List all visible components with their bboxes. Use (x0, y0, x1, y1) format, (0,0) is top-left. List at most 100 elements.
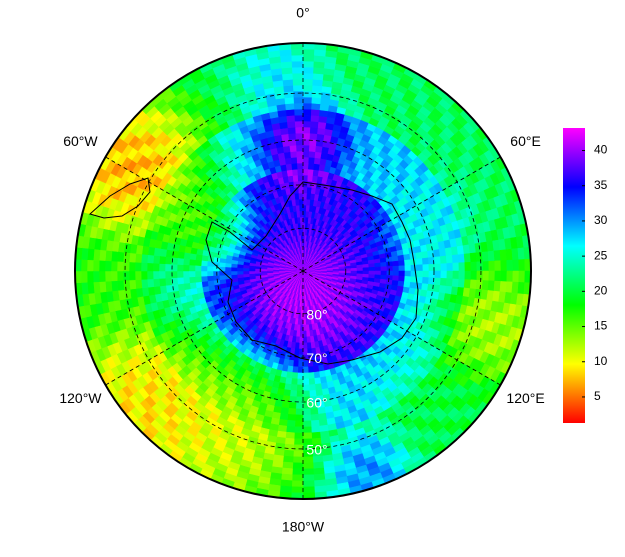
field-cell (290, 145, 297, 152)
field-cell (303, 421, 311, 427)
field-cell (433, 285, 440, 293)
field-cell (311, 426, 320, 433)
field-cell (307, 337, 311, 343)
field-cell (393, 271, 399, 276)
field-cell (303, 79, 313, 85)
field-cell (288, 176, 294, 183)
field-cell (293, 79, 303, 85)
field-cell (280, 480, 292, 487)
field-cell (129, 271, 135, 280)
field-cell (105, 250, 112, 261)
colorbar-tick-label: 20 (594, 284, 608, 298)
field-cell (303, 133, 310, 139)
field-cell (81, 271, 87, 283)
field-cell (195, 276, 202, 282)
field-cell (483, 271, 489, 281)
field-cell (201, 276, 207, 282)
field-cell (494, 281, 501, 292)
field-cell (183, 271, 189, 277)
field-cell (183, 259, 189, 266)
field-cell (207, 266, 213, 271)
field-cell (308, 169, 314, 175)
field-cell (295, 121, 303, 127)
field-cell (111, 261, 117, 271)
field-cell (513, 271, 519, 282)
field-cell (303, 127, 311, 133)
field-cell (405, 265, 411, 271)
field-cell (201, 271, 207, 276)
field-cell (292, 61, 303, 67)
field-cell (488, 251, 495, 261)
field-cell (141, 279, 148, 288)
field-cell (381, 267, 387, 271)
field-cell (286, 426, 295, 433)
field-cell (153, 271, 159, 279)
field-cell (287, 420, 295, 427)
field-cell (392, 256, 399, 262)
colorbar-tick-label: 25 (594, 248, 608, 262)
field-cell (285, 97, 294, 104)
field-cell (313, 366, 319, 373)
field-cell (166, 285, 173, 293)
field-cell (422, 277, 429, 284)
field-cell (208, 280, 215, 286)
field-cell (281, 401, 289, 408)
field-cell (314, 49, 326, 56)
colorbar-tick-label: 40 (594, 143, 608, 157)
field-cell (416, 259, 422, 266)
field-cell (99, 281, 106, 292)
field-cell (313, 462, 324, 469)
field-cell (303, 373, 309, 379)
field-cell (81, 259, 87, 271)
field-cell (165, 278, 172, 286)
field-cell (375, 267, 381, 271)
field-cell (299, 187, 303, 193)
field-cell (417, 265, 423, 271)
field-cell (177, 264, 183, 271)
field-cell (441, 271, 447, 279)
field-cell (105, 281, 112, 292)
field-cell (81, 248, 88, 260)
field-cell (333, 269, 339, 271)
field-cell (280, 55, 292, 62)
field-cell (423, 264, 429, 271)
field-cell (293, 463, 303, 469)
field-cell (291, 384, 298, 390)
field-cell (207, 271, 213, 276)
field-cell (294, 97, 303, 103)
field-cell (313, 67, 324, 74)
field-cell (286, 109, 295, 116)
field-cell (471, 271, 477, 280)
field-cell (189, 271, 195, 277)
field-cell (303, 103, 312, 109)
field-cell (135, 253, 142, 262)
field-cell (306, 325, 310, 331)
field-cell (159, 278, 166, 286)
field-cell (282, 67, 293, 74)
field-cell (314, 378, 321, 385)
field-cell (214, 280, 221, 285)
field-cell (189, 259, 195, 265)
field-cell (314, 55, 326, 62)
field-cell (495, 261, 501, 271)
field-cell (81, 282, 88, 294)
field-cell (501, 271, 507, 282)
field-cell (303, 385, 309, 391)
field-cell (404, 260, 411, 266)
field-cell (308, 367, 314, 373)
field-cell (303, 187, 307, 193)
field-cell (300, 217, 303, 223)
field-cell (99, 271, 105, 282)
field-cell (147, 271, 153, 279)
colorbar-scale (563, 128, 585, 423)
field-cell (303, 415, 311, 421)
field-cell (165, 271, 171, 278)
field-cell (87, 248, 94, 260)
field-cell (249, 271, 255, 274)
field-cell (293, 457, 303, 463)
field-cell (303, 121, 311, 127)
field-cell (495, 271, 501, 281)
field-cell (303, 367, 308, 373)
field-cell (313, 73, 324, 80)
field-cell (312, 103, 321, 110)
